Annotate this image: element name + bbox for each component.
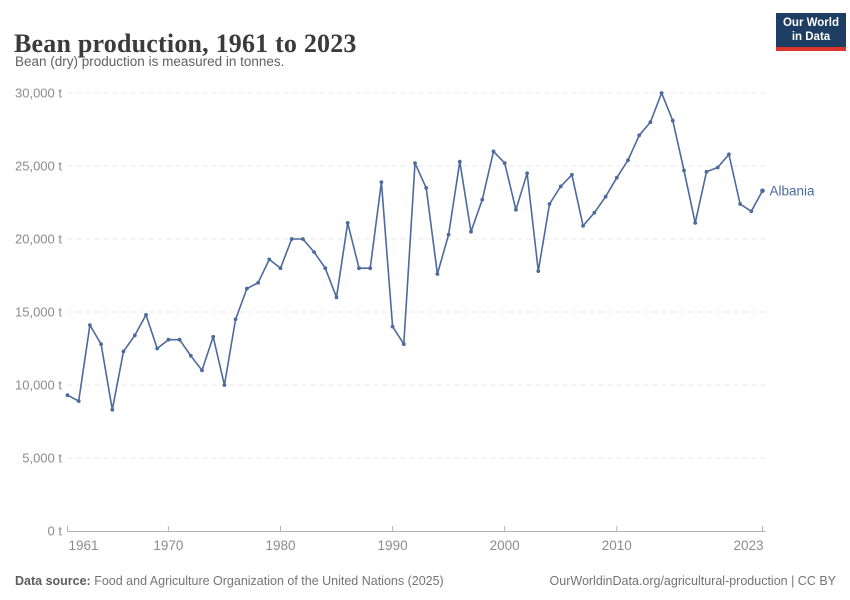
page-title: Bean production, 1961 to 2023 [14,29,357,59]
data-source: Data source: Food and Agriculture Organi… [15,574,444,588]
owid-logo-line2: in Data [791,31,831,43]
x-tick-label: 2010 [602,538,632,553]
chart-subtitle: Bean (dry) production is measured in ton… [15,54,285,69]
y-tick-label: 15,000 t [15,305,62,320]
x-tick-label: 1961 [69,538,99,553]
y-tick-label: 30,000 t [15,86,62,101]
y-tick-label: 20,000 t [15,232,62,247]
x-axis-labels: 1961 1970 1980 1990 2000 2010 2023 [69,538,764,553]
y-axis-labels: 0 t 5,000 t 10,000 t 15,000 t 20,000 t 25,000… [15,86,62,539]
credit-link[interactable]: OurWorldinData.org/agricultural-producti… [549,574,836,588]
entity-label[interactable]: Albania [770,183,816,198]
x-tick-label: 1990 [378,538,408,553]
y-tick-label: 25,000 t [15,159,62,174]
y-tick-label: 10,000 t [15,378,62,393]
x-tick-label: 2000 [490,538,520,553]
owid-logo-line1: Our World [782,17,839,29]
y-tick-label: 0 t [48,524,63,539]
x-tick-label: 1970 [153,538,183,553]
data-points [65,91,765,412]
data-source-text: Food and Agriculture Organization of the… [90,574,444,588]
data-source-label: Data source: [15,574,91,588]
x-tick-label: 2023 [733,538,763,553]
owid-logo[interactable]: Our World in Data [776,13,846,51]
y-tick-label: 5,000 t [22,451,62,466]
gridlines [67,92,766,532]
data-line[interactable] [66,92,764,411]
x-tick-label: 1980 [265,538,295,553]
